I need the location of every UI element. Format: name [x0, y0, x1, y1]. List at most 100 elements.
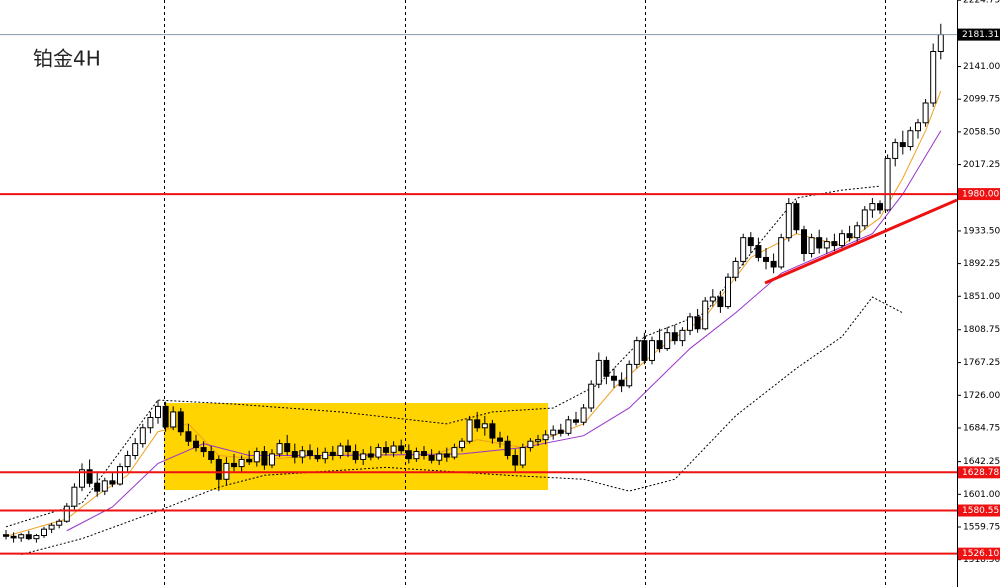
plot-area [3, 23, 944, 556]
candle-body [443, 453, 450, 458]
candle-body [337, 445, 344, 456]
candle-body [79, 469, 85, 488]
candle-body [215, 458, 222, 480]
candle-body [18, 534, 25, 539]
candle-body [413, 451, 420, 460]
candle-body [793, 203, 800, 231]
candle-body [322, 451, 329, 460]
candle-body [367, 453, 374, 458]
candle-body [200, 447, 207, 453]
candle-body [747, 237, 754, 247]
candle-body [922, 102, 929, 124]
candle-body [276, 443, 283, 455]
candle-body [915, 122, 921, 132]
candle-body [147, 416, 154, 429]
candle-body [816, 237, 823, 249]
chart-title: 铂金4H [33, 47, 101, 71]
candle-body [649, 340, 655, 361]
candle-body [527, 440, 534, 449]
indicator-line [5, 185, 881, 528]
candle-body [56, 520, 63, 526]
candle-body [611, 375, 617, 381]
candle-body [474, 419, 481, 429]
candle-body [930, 50, 937, 104]
candle-body [466, 419, 473, 442]
level-label-box [958, 547, 1000, 560]
candle-body [48, 524, 55, 530]
candle-body [633, 340, 640, 365]
candle-body [732, 260, 739, 278]
candle-body [557, 429, 564, 434]
candle-body [694, 316, 701, 330]
candle-body [459, 440, 465, 449]
candle-body [284, 443, 291, 453]
y-tick-label: 1684.75 [963, 423, 1000, 433]
indicator-line [21, 296, 904, 556]
candle-body [709, 296, 716, 302]
y-tick-label: 2017.25 [963, 160, 1000, 170]
candle-body [702, 300, 709, 330]
candle-body [193, 440, 199, 449]
candle-body [299, 450, 306, 458]
candle-body [504, 440, 511, 456]
candle-body [565, 419, 572, 434]
y-tick-label: 1726.00 [963, 391, 1000, 401]
candle-body [497, 437, 503, 442]
candle-body [109, 480, 116, 485]
y-tick-label: 1559.75 [963, 522, 1000, 532]
candle-body [535, 439, 541, 442]
candle-body [785, 203, 792, 239]
y-tick-label: 1642.25 [963, 457, 1000, 467]
candle-body [861, 209, 868, 227]
candle-body [839, 233, 845, 247]
candle-body [588, 383, 595, 409]
candle-body [177, 411, 184, 433]
candle-body [687, 316, 693, 331]
candle-body [253, 451, 260, 463]
candle-body [846, 233, 853, 239]
current-price-label: 2181.31 [962, 30, 999, 40]
candle-body [291, 451, 298, 458]
candle-body [139, 427, 146, 445]
candle-body [329, 451, 336, 456]
candle-body [451, 447, 458, 458]
level-label-box [958, 188, 1000, 201]
candle-body [823, 241, 830, 249]
candle-body [679, 329, 686, 342]
candle-body [246, 458, 253, 463]
y-tick-label: 2224.75 [963, 0, 1000, 6]
candle-body [101, 480, 108, 492]
level-label-box [958, 504, 1000, 517]
y-tick-label: 1808.75 [963, 325, 1000, 335]
candle-body [94, 482, 101, 492]
candle-body [603, 359, 610, 377]
candle-body [740, 237, 747, 262]
candle-body [550, 429, 557, 436]
candle-body [63, 505, 70, 522]
candle-body [778, 237, 785, 268]
candle-body [481, 423, 488, 429]
candle-body [405, 450, 412, 460]
candle-body [519, 447, 526, 466]
candle-body [656, 340, 663, 350]
candle-body [10, 535, 17, 539]
candle-body [573, 419, 579, 423]
candle-body [542, 434, 549, 441]
candle-body [907, 130, 914, 148]
candle-body [375, 447, 382, 458]
y-tick-label: 2141.00 [963, 62, 1000, 72]
candle-body [755, 245, 762, 258]
candle-body [33, 535, 40, 540]
candle-body [162, 405, 169, 428]
level-label-box [958, 466, 1000, 479]
candle-body [41, 528, 47, 537]
candle-body [854, 225, 861, 239]
candle-body [801, 229, 807, 254]
candle-body [25, 534, 32, 540]
candle-body [892, 142, 899, 159]
candle-body [436, 453, 443, 461]
candle-body [390, 445, 397, 453]
candle-body [231, 462, 237, 468]
candle-body [770, 260, 777, 268]
candle-body [269, 453, 275, 466]
